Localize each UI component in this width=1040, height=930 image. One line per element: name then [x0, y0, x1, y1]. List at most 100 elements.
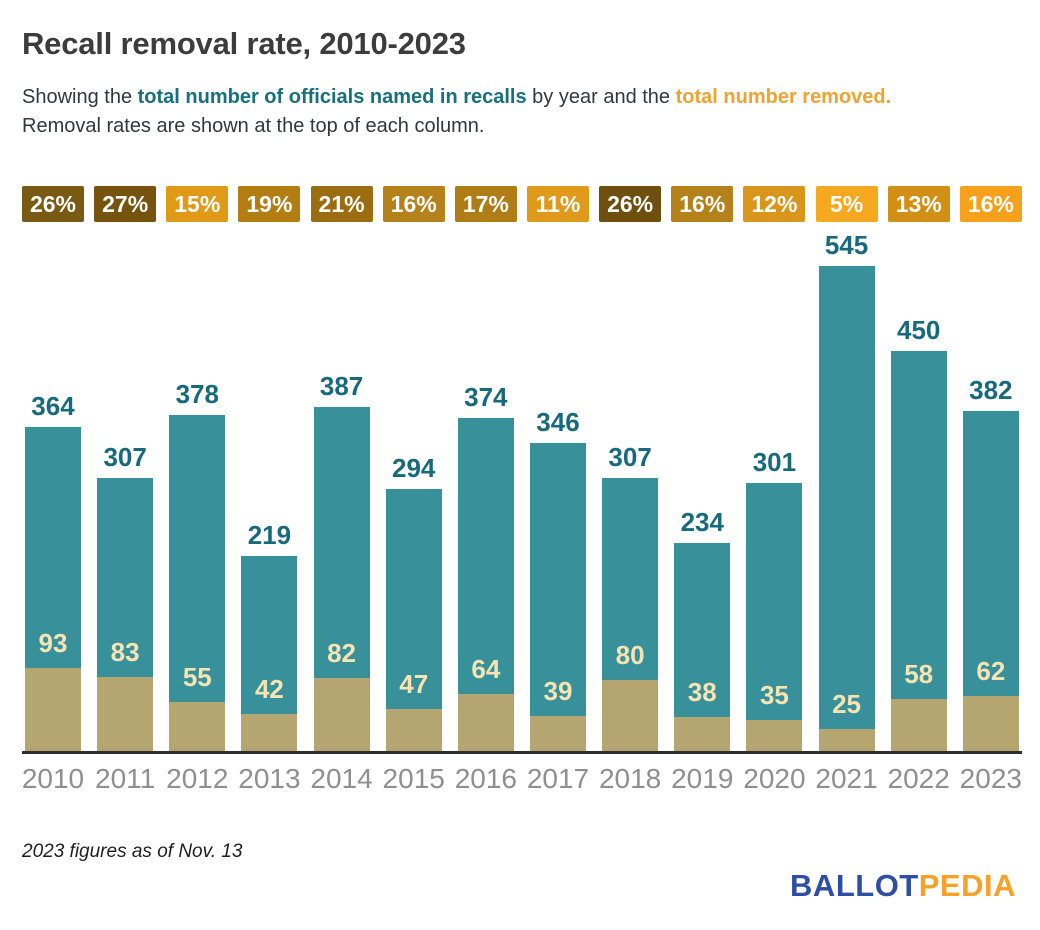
bar-column: 234 38 [671, 266, 733, 751]
removed-value-label: 80 [615, 640, 645, 670]
removed-bar [241, 714, 298, 751]
year-label: 2018 [598, 763, 662, 794]
total-value-label: 307 [103, 442, 147, 472]
total-value-label: 301 [752, 447, 797, 477]
total-value-label: 346 [536, 407, 580, 437]
removed-value-label: 58 [904, 659, 934, 689]
year-label: 2022 [887, 763, 950, 794]
year-label: 2023 [959, 763, 1022, 794]
removal-rate-badge: 13% [887, 186, 950, 222]
removal-rate-badge: 17% [454, 186, 517, 222]
bar-column: 387 82 [311, 266, 373, 751]
bars-row: 364 93 307 83 378 55 219 42 387 82 294 47 374 64 346 39… [22, 231, 1022, 751]
logo-text-pedia: PEDIA [918, 868, 1016, 903]
year-label: 2017 [526, 763, 590, 794]
removal-rate-badge: 16% [959, 186, 1022, 222]
total-value-label: 364 [31, 391, 75, 421]
year-label: 2020 [743, 763, 806, 794]
removal-rate-badge: 21% [310, 186, 373, 222]
total-value-label: 378 [175, 379, 219, 409]
bar-column: 450 58 [888, 266, 950, 751]
page-title: Recall removal rate, 2010-2023 [22, 26, 466, 61]
year-label: 2013 [238, 763, 301, 794]
removed-bar [385, 709, 442, 751]
removed-value-label: 42 [254, 674, 284, 704]
removed-value-label: 47 [399, 669, 429, 699]
removed-value-label: 55 [182, 662, 212, 692]
removal-rate-badge: 19% [238, 186, 301, 222]
removed-bar [529, 716, 586, 751]
removed-bar [602, 680, 659, 751]
removal-rate-badge: 26% [599, 186, 662, 222]
bar-column: 378 55 [166, 266, 228, 751]
removed-bar [962, 696, 1019, 751]
total-value-label: 374 [464, 382, 508, 412]
logo-text-ballot: BALLOT [790, 868, 919, 903]
removal-rate-badge: 26% [22, 186, 84, 222]
removed-bar [457, 694, 514, 751]
total-value-label: 387 [319, 371, 364, 401]
total-value-label: 382 [969, 375, 1013, 405]
removed-bar [169, 702, 226, 751]
removal-rate-badge: 12% [743, 186, 806, 222]
removed-bar [97, 677, 154, 751]
subtitle-text-mid: by year and the [526, 86, 676, 108]
x-axis-line [22, 751, 1022, 754]
named-in-recalls-bar [890, 351, 947, 751]
removed-value-label: 25 [832, 689, 861, 719]
total-value-label: 219 [247, 520, 292, 550]
ballotpedia-logo: BALLOTPEDIA [790, 868, 1016, 904]
named-in-recalls-bar [818, 266, 875, 751]
year-label: 2012 [166, 763, 229, 794]
year-label: 2014 [310, 763, 373, 794]
removed-value-label: 93 [38, 628, 68, 658]
bar-column: 301 35 [743, 266, 805, 751]
year-label: 2016 [454, 763, 517, 794]
total-value-label: 450 [896, 315, 941, 345]
bar-column: 545 25 [816, 231, 878, 751]
removed-value-label: 82 [327, 638, 357, 668]
bar-column: 294 47 [383, 266, 445, 751]
named-in-recalls-bar [746, 483, 803, 751]
removal-rate-badge: 16% [671, 186, 734, 222]
subtitle-highlight-named: total number of officials named in recal… [137, 86, 527, 108]
removed-bar [674, 717, 731, 751]
bar-column: 307 80 [599, 266, 661, 751]
removed-bar [25, 668, 81, 751]
removal-rate-badge: 5% [815, 186, 878, 222]
removed-bar [890, 699, 947, 751]
removal-rate-badge: 27% [94, 186, 157, 222]
named-in-recalls-bar [962, 411, 1019, 751]
year-label: 2011 [95, 763, 156, 794]
removed-value-label: 62 [976, 656, 1006, 686]
year-label: 2010 [21, 763, 85, 794]
x-axis-labels-row: 2010 2011 2012 2013 2014 2015 2016 2017 2018 2019… [22, 763, 1022, 795]
total-value-label: 294 [392, 453, 436, 483]
bar-column: 307 83 [94, 266, 156, 751]
removal-rate-badges-row: 26% 27% 15% 19% 21% 16% 17% 11% 26% 16% 12% 5% 13% 16… [22, 186, 1022, 222]
bar-column: 382 62 [960, 266, 1022, 751]
bar-column: 219 42 [238, 266, 300, 751]
removed-value-label: 64 [471, 654, 501, 684]
footnote: 2023 figures as of Nov. 13 [22, 841, 243, 862]
subtitle-text-pre: Showing the [22, 86, 138, 108]
removed-value-label: 35 [759, 680, 789, 710]
subtitle-text-line2: Removal rates are shown at the top of ea… [22, 115, 485, 137]
named-in-recalls-bar [674, 543, 731, 751]
named-in-recalls-bar [529, 443, 586, 751]
year-label: 2021 [815, 763, 878, 794]
removed-bar [313, 678, 370, 751]
named-in-recalls-bar [169, 415, 226, 751]
bar-column: 346 39 [527, 266, 589, 751]
removed-value-label: 83 [110, 637, 140, 667]
total-value-label: 234 [680, 507, 724, 537]
removed-bar [746, 720, 803, 751]
removed-value-label: 38 [687, 677, 717, 707]
removal-rate-badge: 11% [526, 186, 589, 222]
total-value-label: 307 [608, 442, 652, 472]
year-label: 2015 [382, 763, 445, 794]
removed-bar [818, 729, 875, 751]
subtitle-highlight-removed: total number removed. [675, 86, 892, 108]
total-value-label: 545 [824, 230, 869, 260]
